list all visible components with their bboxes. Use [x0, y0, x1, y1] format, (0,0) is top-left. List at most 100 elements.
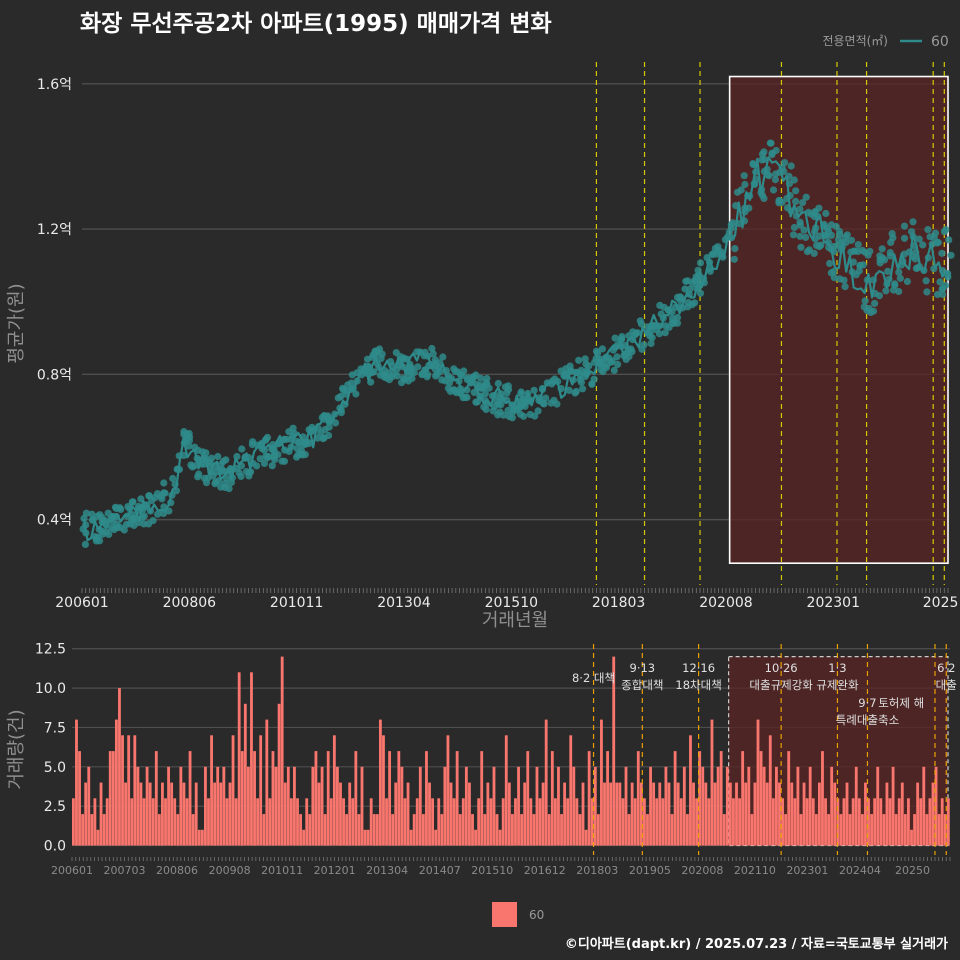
price-point: [769, 186, 778, 194]
volume-bar: [538, 798, 542, 846]
volume-bar: [176, 814, 180, 846]
volume-bar: [747, 766, 751, 846]
price-point: [884, 267, 892, 275]
price-point: [477, 374, 485, 382]
price-x-axis-label: 거래년월: [482, 610, 548, 631]
price-point: [802, 193, 810, 201]
price-point: [878, 245, 886, 253]
volume-bar: [808, 766, 812, 846]
volume-bar: [646, 814, 649, 846]
volume-bar: [425, 751, 428, 846]
policy-annotation: 대출: [936, 678, 957, 692]
volume-bar: [839, 814, 843, 846]
price-point: [145, 492, 153, 500]
x-tick-label: 200908: [209, 864, 251, 877]
price-point: [696, 259, 705, 267]
volume-bar: [624, 766, 628, 846]
top-legend: 전용면적(㎡) 60: [822, 34, 948, 50]
price-point: [796, 205, 804, 213]
volume-bar: [919, 798, 923, 846]
volume-bar: [848, 814, 852, 846]
volume-bar: [185, 798, 189, 846]
volume-bars: [72, 656, 950, 846]
x-tick-label: 200703: [104, 864, 146, 877]
volume-bar: [492, 766, 496, 846]
volume-bar: [200, 829, 204, 846]
volume-bar: [768, 735, 772, 846]
price-point: [737, 186, 745, 194]
volume-y-axis: 0.0 2.5 5.0 7.5 10.0 12.5: [35, 642, 66, 855]
volume-bar: [676, 782, 680, 846]
volume-bar: [210, 735, 213, 846]
volume-bar: [903, 814, 907, 846]
price-point: [263, 454, 272, 462]
volume-bar: [154, 751, 158, 846]
volume-bar: [563, 782, 567, 846]
volume-bar: [474, 829, 477, 846]
y-tick-label: 5.0: [44, 760, 66, 776]
volume-bar: [434, 829, 438, 846]
price-point: [499, 411, 508, 419]
volume-bar: [213, 782, 217, 846]
price-point: [611, 334, 619, 342]
price-point: [836, 227, 844, 236]
volume-bar: [360, 766, 364, 846]
x-tick-label: 20250: [895, 864, 930, 877]
price-point: [655, 330, 664, 338]
volume-bar: [618, 782, 622, 846]
volume-bar: [698, 751, 702, 846]
x-tick-label: 201407: [419, 864, 461, 877]
volume-bar: [84, 782, 88, 846]
volume-bar: [486, 782, 490, 846]
price-point: [922, 277, 930, 285]
volume-bar: [845, 782, 849, 846]
volume-bar: [495, 814, 499, 846]
price-point: [909, 218, 917, 226]
x-tick-label: 201510: [485, 595, 538, 611]
volume-bar: [728, 782, 732, 846]
price-point: [225, 485, 233, 493]
price-point: [598, 345, 607, 353]
volume-bar: [231, 735, 235, 846]
volume-bar: [148, 782, 152, 846]
x-tick-label: 201612: [524, 864, 566, 877]
volume-bar: [802, 782, 806, 846]
x-tick-label: 201201: [314, 864, 356, 877]
price-point: [741, 180, 749, 189]
volume-bar: [679, 798, 683, 846]
volume-bar: [222, 766, 226, 846]
price-point: [331, 419, 340, 427]
price-point: [278, 457, 286, 465]
price-point: [540, 400, 548, 408]
price-point: [796, 218, 804, 226]
volume-bar: [827, 814, 831, 846]
volume-bar: [314, 751, 318, 846]
volume-bar: [409, 829, 413, 846]
price-point: [947, 251, 955, 259]
price-point: [508, 414, 516, 422]
price-point: [582, 360, 590, 368]
price-point: [908, 228, 916, 236]
price-point: [900, 222, 909, 230]
price-point: [610, 366, 618, 374]
policy-annotation: 대출규제강화: [749, 678, 813, 692]
price-point: [896, 274, 904, 282]
volume-bar: [857, 798, 861, 846]
price-point: [268, 462, 276, 470]
volume-bar: [182, 782, 186, 846]
price-point: [494, 411, 502, 419]
price-point: [778, 198, 786, 207]
volume-bar: [713, 782, 717, 846]
volume-bar: [118, 688, 121, 846]
volume-bar: [108, 751, 112, 846]
volume-bar: [124, 782, 128, 846]
policy-annotation: 18차대책: [675, 678, 721, 692]
policy-annotation: 1·3: [828, 661, 846, 675]
price-point: [117, 505, 125, 513]
policy-annotation: 10·26: [765, 661, 798, 675]
volume-bar: [943, 814, 947, 846]
volume-bar: [627, 814, 631, 846]
price-point: [802, 233, 810, 241]
price-point: [124, 503, 132, 511]
volume-bar: [348, 782, 352, 846]
